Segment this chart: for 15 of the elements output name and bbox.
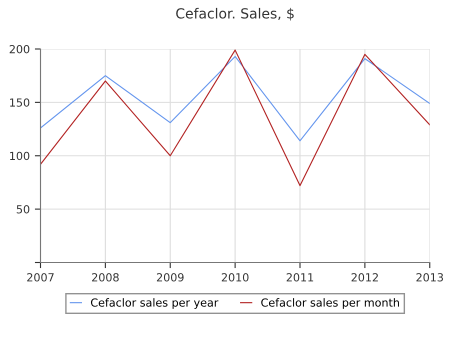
x-tick-label: 2009	[156, 273, 184, 282]
y-tick-label: 100	[10, 152, 30, 160]
y-tick-label: 50	[16, 205, 30, 214]
y-tick-label: 200	[10, 44, 30, 54]
chart-title: Cefaclor. Sales, $	[176, 8, 294, 20]
x-tick-label: 2008	[92, 273, 119, 282]
legend-label: Cefaclor sales per year	[90, 298, 218, 309]
line-series	[40, 56, 430, 142]
x-tick-label: 2011	[286, 273, 314, 282]
x-tick-label: 2013	[416, 273, 443, 282]
x-tick-label: 2007	[27, 273, 54, 282]
legend-label: Cefaclor sales per month	[261, 298, 399, 309]
y-tick-label: 150	[10, 98, 30, 107]
x-tick-label: 2010	[222, 273, 249, 282]
x-tick-label: 2012	[352, 273, 378, 282]
